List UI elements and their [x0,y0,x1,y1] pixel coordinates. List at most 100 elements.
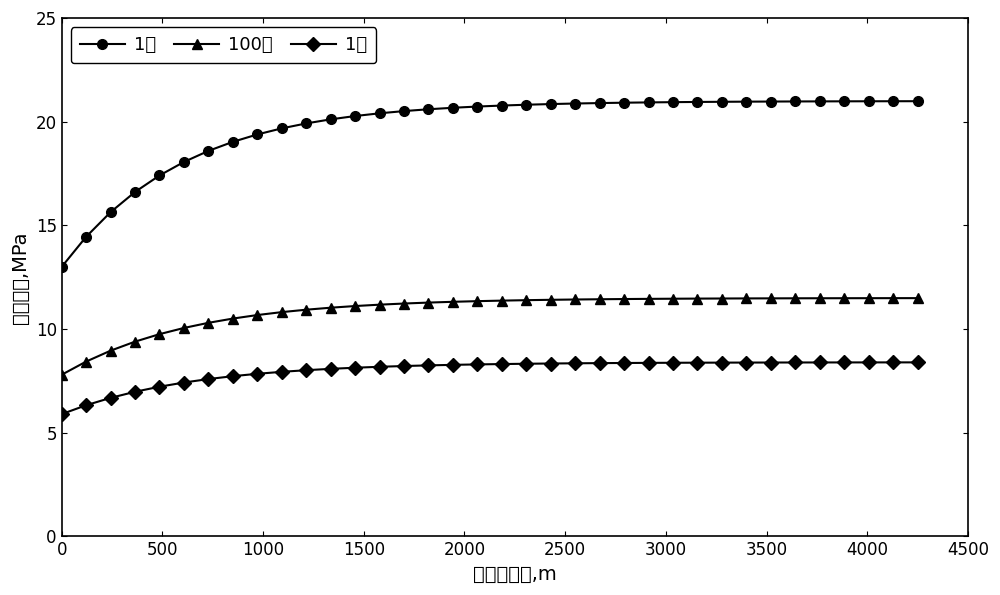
1天 [520,101,532,108]
1年 [349,364,361,371]
1年 [129,388,141,395]
1天 [129,189,141,196]
100天 [691,295,703,302]
1天 [496,102,508,109]
1年 [667,359,679,367]
1天 [105,209,117,216]
1天 [643,99,655,106]
1年 [618,359,630,367]
1年 [887,359,899,366]
1年 [496,361,508,368]
1年 [691,359,703,367]
1天 [398,108,410,115]
1天 [594,99,606,107]
1天 [56,264,68,271]
1年 [105,394,117,402]
100天 [740,295,752,302]
1天 [153,172,165,179]
Y-axis label: 非筒压力,MPa: 非筒压力,MPa [11,231,30,324]
100天 [105,347,117,354]
1天 [814,98,826,105]
100天 [667,295,679,302]
100天 [202,320,214,327]
1年 [740,359,752,366]
Line: 100天: 100天 [57,293,922,380]
100天 [300,306,312,314]
1年 [912,359,924,366]
1天 [912,98,924,105]
100天 [349,302,361,309]
1天 [667,99,679,106]
1天 [691,98,703,105]
1天 [789,98,801,105]
1年 [814,359,826,366]
1天 [325,116,337,123]
100天 [80,358,92,365]
1天 [349,112,361,120]
1年 [251,370,263,377]
1年 [80,402,92,409]
100天 [912,295,924,302]
100天 [153,331,165,338]
100天 [129,338,141,345]
1年 [545,360,557,367]
1年 [520,360,532,367]
1年 [276,368,288,375]
1天 [202,148,214,155]
100天 [569,296,581,303]
100天 [765,295,777,302]
100天 [814,295,826,302]
1年 [471,361,483,368]
100天 [716,295,728,302]
Legend: 1天, 100天, 1年: 1天, 100天, 1年 [71,27,376,63]
1年 [765,359,777,366]
100天 [643,295,655,302]
1年 [594,359,606,367]
Line: 1年: 1年 [57,358,922,419]
100天 [251,311,263,318]
100天 [447,298,459,305]
1天 [618,99,630,107]
1年 [789,359,801,366]
1天 [374,109,386,117]
100天 [887,295,899,302]
1年 [643,359,655,367]
Line: 1天: 1天 [57,96,922,272]
1年 [838,359,850,366]
1天 [80,233,92,240]
1天 [276,125,288,132]
1年 [300,367,312,374]
1年 [422,362,434,369]
1天 [716,98,728,105]
1天 [838,98,850,105]
1天 [178,158,190,165]
1年 [178,379,190,386]
1天 [887,98,899,105]
100天 [374,301,386,308]
100天 [422,299,434,306]
100天 [325,304,337,311]
100天 [471,298,483,305]
1年 [153,383,165,390]
1年 [447,361,459,368]
1年 [227,372,239,380]
1天 [569,100,581,107]
1天 [422,106,434,113]
100天 [496,297,508,304]
1天 [300,120,312,127]
100天 [520,296,532,303]
1天 [447,104,459,111]
100天 [56,371,68,378]
100天 [276,309,288,316]
100天 [863,295,875,302]
100天 [789,295,801,302]
1天 [227,138,239,145]
1年 [325,365,337,372]
1年 [56,411,68,418]
100天 [594,296,606,303]
X-axis label: 全井筒长度,m: 全井筒长度,m [473,565,557,584]
100天 [618,296,630,303]
1天 [740,98,752,105]
1年 [716,359,728,366]
1年 [863,359,875,366]
